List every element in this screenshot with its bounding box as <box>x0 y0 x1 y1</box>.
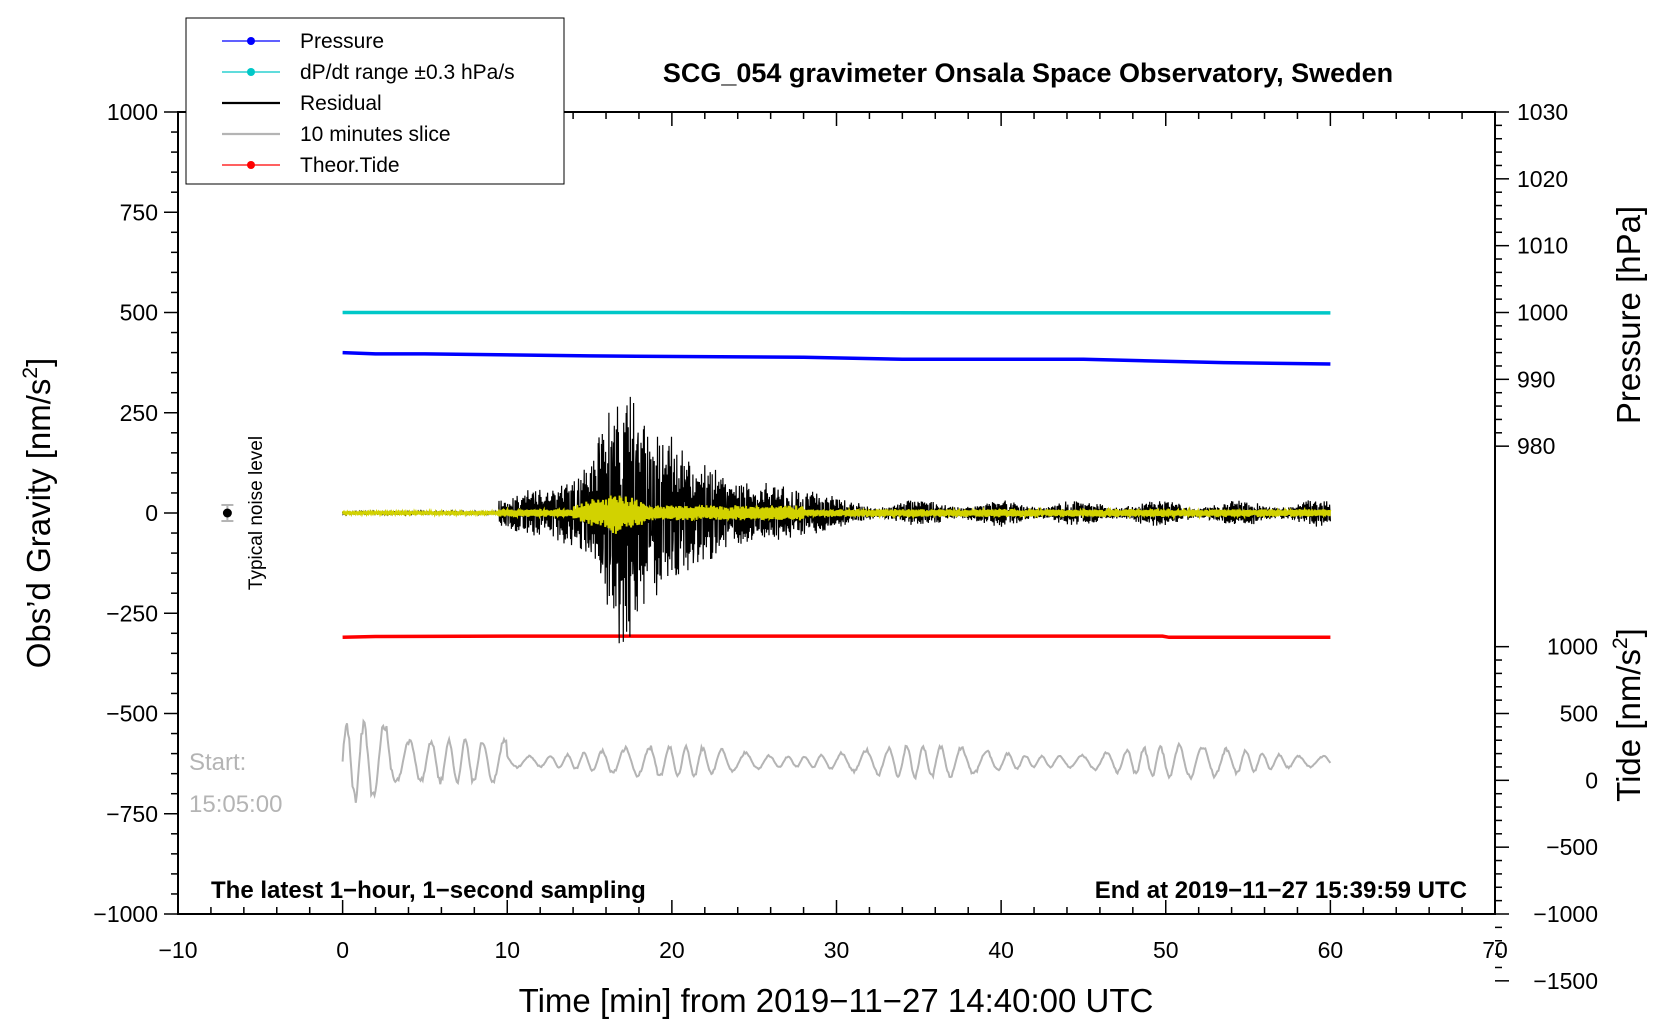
pressure-tick-label: 990 <box>1517 366 1555 392</box>
chart-title: SCG_054 gravimeter Onsala Space Observat… <box>663 58 1393 88</box>
noise-level-label: Typical noise level <box>246 436 267 590</box>
tide-series-line <box>342 634 1331 640</box>
bottom-right-annotation: End at 2019−11−27 15:39:59 UTC <box>1095 877 1467 904</box>
y-axis-label-pressure: Pressure [hPa] <box>1610 206 1647 424</box>
tide-tick-label: −1000 <box>1533 901 1598 927</box>
legend-label: dP/dt range ±0.3 hPa/s <box>300 61 515 84</box>
ten-minute-slice-series-line <box>341 718 1332 803</box>
legend-label: Theor.Tide <box>300 154 400 177</box>
tide-tick-label: −500 <box>1546 834 1598 860</box>
pressure-tick-label: 1030 <box>1517 99 1568 125</box>
noise-marker-point <box>222 508 232 518</box>
left-y-tick-label: 250 <box>120 400 158 426</box>
tide-tick-label: 500 <box>1560 701 1598 727</box>
left-y-tick-label: 1000 <box>107 99 158 125</box>
legend-swatch-marker <box>247 161 255 169</box>
y-axis-label-left: Obs’d Gravity [nm/s2] <box>19 358 57 669</box>
legend: Pressure dP/dt range ±0.3 hPa/s Residual 10… <box>185 17 565 185</box>
x-tick-label: −10 <box>158 937 197 963</box>
left-y-tick-label: −1000 <box>93 901 158 927</box>
left-y-tick-label: −250 <box>106 600 158 626</box>
pressure-series-line <box>342 350 1331 366</box>
legend-label: Pressure <box>300 30 384 53</box>
pressure-tick-label: 980 <box>1517 433 1555 459</box>
legend-box <box>185 17 565 185</box>
x-tick-label: 40 <box>988 937 1014 963</box>
left-y-tick-label: −750 <box>106 801 158 827</box>
start-time: 15:05:00 <box>189 791 282 818</box>
legend-label: Residual <box>300 92 382 115</box>
left-y-tick-label: 0 <box>145 500 158 526</box>
residual-series-line <box>342 396 1331 644</box>
pressure-tick-label: 1020 <box>1517 166 1568 192</box>
legend-swatch-marker <box>247 68 255 76</box>
pressure-tick-label: 1000 <box>1517 300 1568 326</box>
tide-tick-label: 1000 <box>1547 634 1598 660</box>
tide-tick-label: 0 <box>1585 767 1598 793</box>
legend-label: 10 minutes slice <box>300 123 451 146</box>
start-label: Start: <box>189 749 246 776</box>
x-tick-label: 60 <box>1318 937 1344 963</box>
chart-text: SCG_054 gravimeter Onsala Space Observat… <box>19 58 1647 1019</box>
axis-ticks: −10 0 10 20 30 40 50 60 7010007505002500−250−500… <box>93 99 1598 994</box>
tide-tick-label: −1500 <box>1533 968 1598 994</box>
y-axis-label-tide: Tide [nm/s2] <box>1609 628 1647 802</box>
pressure-tick-label: 1010 <box>1517 233 1568 259</box>
x-tick-label: 30 <box>824 937 850 963</box>
filtered-residual-series-line <box>341 495 1332 534</box>
x-axis-label: Time [min] from 2019−11−27 14:40:00 UTC <box>519 982 1154 1019</box>
x-tick-label: 10 <box>494 937 520 963</box>
x-tick-label: 0 <box>336 937 349 963</box>
left-y-tick-label: 500 <box>120 300 158 326</box>
bottom-left-annotation: The latest 1−hour, 1−second sampling <box>211 877 646 904</box>
legend-swatch-marker <box>247 37 255 45</box>
left-y-tick-label: 750 <box>120 199 158 225</box>
left-y-tick-label: −500 <box>106 701 158 727</box>
data-series <box>221 310 1332 803</box>
x-tick-label: 20 <box>659 937 685 963</box>
x-tick-label: 50 <box>1153 937 1179 963</box>
